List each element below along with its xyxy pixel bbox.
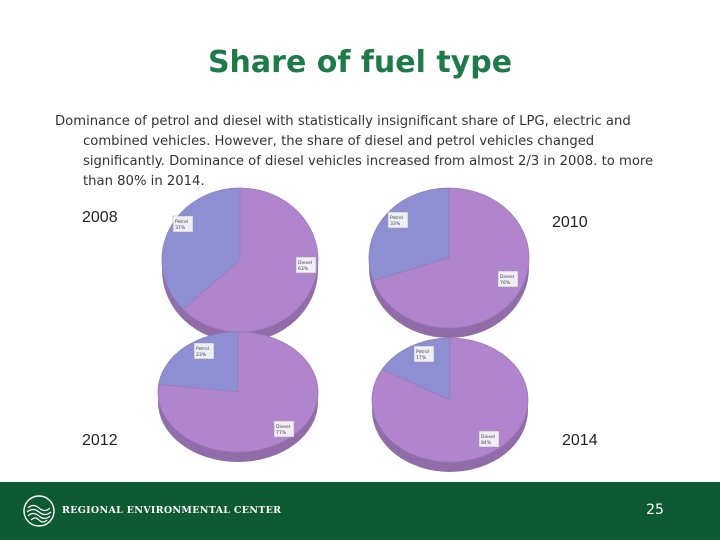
year-label-2012: 2012 <box>82 432 118 449</box>
pie-slice-diesel-2008 <box>182 187 319 333</box>
data-label-petrol-2010: Petrol 33% <box>390 215 403 227</box>
year-label-2014: 2014 <box>562 432 598 449</box>
data-label-petrol-2014: Petrol 17% <box>416 349 429 361</box>
pie-slice-petrol-2010 <box>368 187 450 282</box>
data-label-diesel-2014: Diesel 84% <box>481 434 495 446</box>
organization-name: REGIONAL ENVIRONMENTAL CENTER <box>62 505 282 516</box>
data-label-box <box>295 256 317 274</box>
slide-title: Share of fuel type <box>207 45 513 80</box>
pie-2014: Petrol 17% Diesel 84% <box>371 337 529 472</box>
data-label-diesel-2008: Diesel 63% <box>298 260 312 272</box>
data-label-box <box>497 270 519 288</box>
year-label-2010: 2010 <box>552 214 588 231</box>
footer-bar <box>0 482 720 540</box>
pie-2012: Petrol 23% Diesel 77% <box>157 331 319 462</box>
data-label-petrol-2012: Petrol 23% <box>196 346 209 358</box>
pie-2008: Petrol 37% Diesel 63% <box>161 187 319 342</box>
data-label-diesel-2012: Diesel 77% <box>276 424 290 436</box>
data-label-box <box>172 215 194 233</box>
body-text: Dominance of petrol and diesel with stat… <box>55 114 654 189</box>
data-label-box <box>193 342 215 360</box>
data-label-diesel-2010: Diesel 76% <box>500 274 514 286</box>
data-label-petrol-2008: Petrol 37% <box>175 219 188 231</box>
year-label-2008: 2008 <box>82 209 118 226</box>
pie-2010: Petrol 33% Diesel 76% <box>368 187 530 338</box>
data-label-box <box>478 430 500 448</box>
data-label-box <box>273 420 295 438</box>
pie-slice-diesel-2010 <box>372 187 530 329</box>
page-number: 25 <box>646 502 664 518</box>
data-label-box <box>413 345 435 363</box>
pie-slice-petrol-2012 <box>158 331 239 393</box>
data-label-box <box>387 211 409 229</box>
rec-logo-icon <box>23 495 55 527</box>
